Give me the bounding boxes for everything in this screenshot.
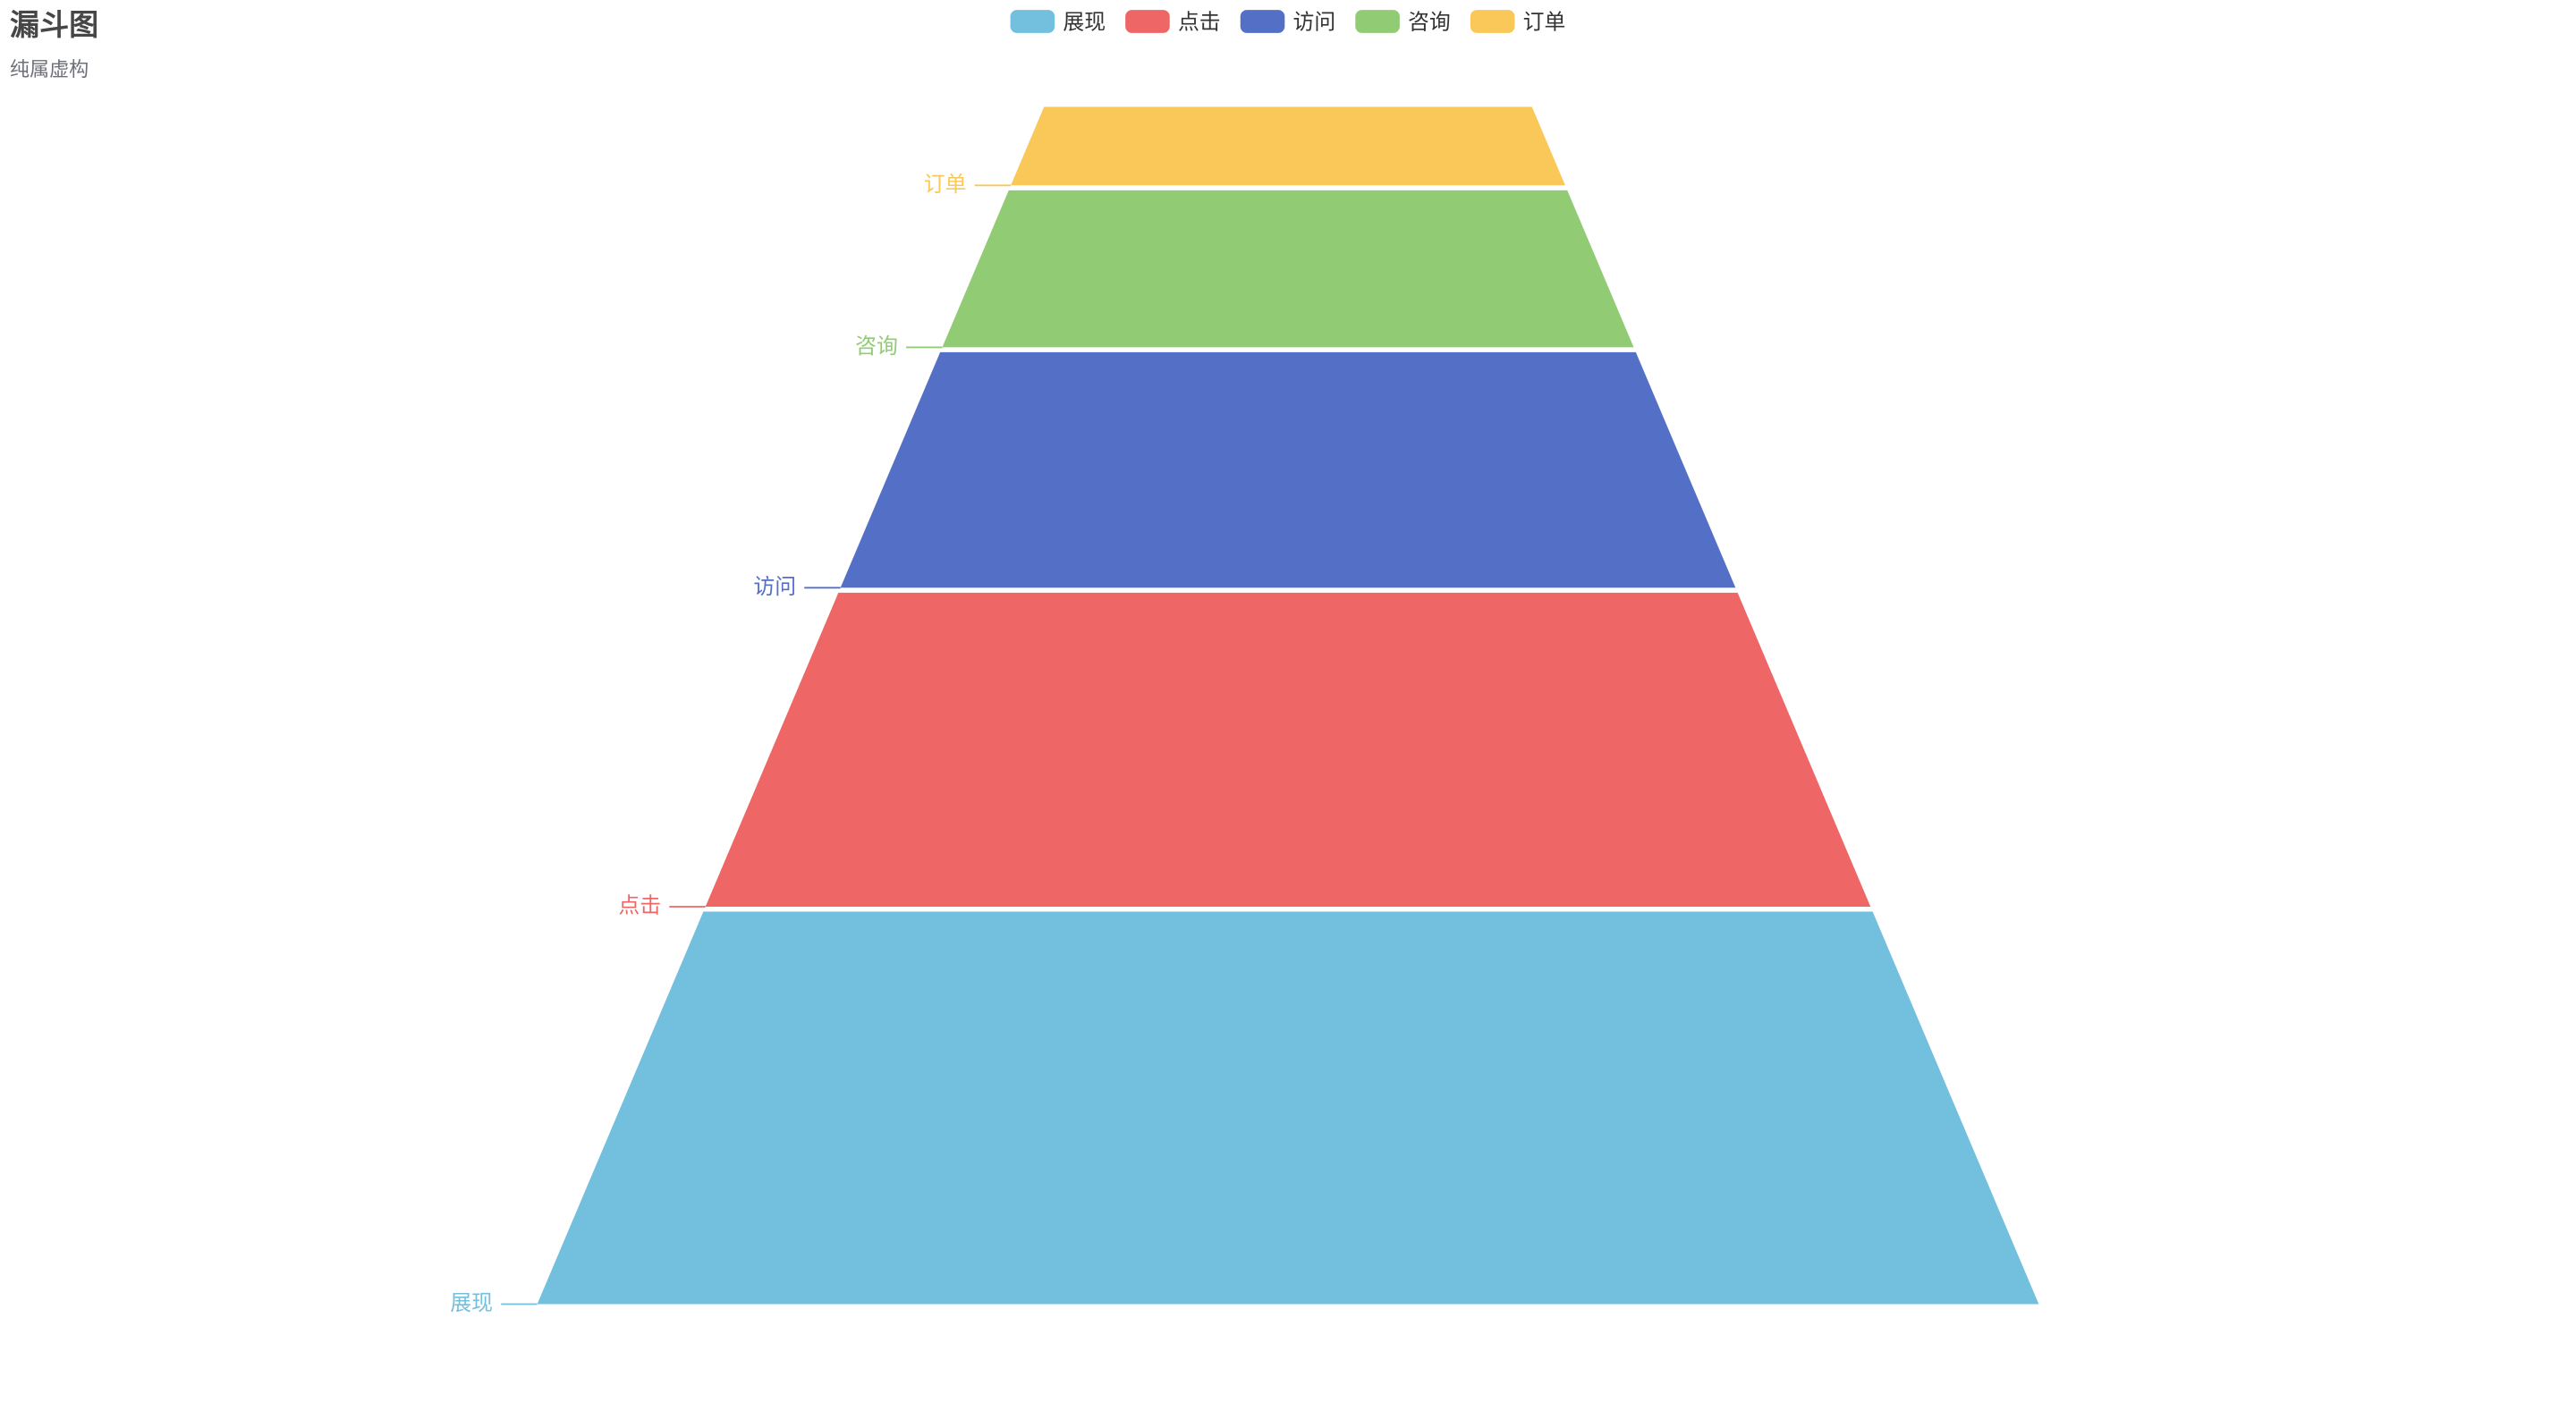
legend-label[interactable]: 访问	[1293, 9, 1336, 34]
segment-label: 访问	[753, 574, 796, 599]
funnel-segment	[1011, 106, 1565, 186]
legend-swatch[interactable]	[1470, 10, 1515, 33]
funnel-segment	[705, 592, 1871, 907]
legend-swatch[interactable]	[1355, 10, 1400, 33]
funnel-segment	[942, 190, 1634, 348]
legend-swatch[interactable]	[1125, 10, 1170, 33]
segment-label: 订单	[924, 172, 967, 197]
legend-swatch[interactable]	[1010, 10, 1055, 33]
legend-label[interactable]: 订单	[1523, 9, 1566, 34]
segment-label: 展现	[450, 1290, 493, 1315]
legend-label[interactable]: 咨询	[1408, 9, 1451, 34]
segment-label: 咨询	[855, 334, 898, 359]
chart-subtitle: 纯属虚构	[10, 59, 89, 81]
legend-label[interactable]: 点击	[1178, 9, 1221, 34]
segment-label: 点击	[618, 893, 661, 918]
legend-label[interactable]: 展现	[1063, 9, 1106, 34]
chart-title: 漏斗图	[10, 7, 98, 42]
funnel-segment	[840, 351, 1736, 588]
funnel-segment	[537, 911, 2039, 1305]
legend-swatch[interactable]	[1240, 10, 1285, 33]
